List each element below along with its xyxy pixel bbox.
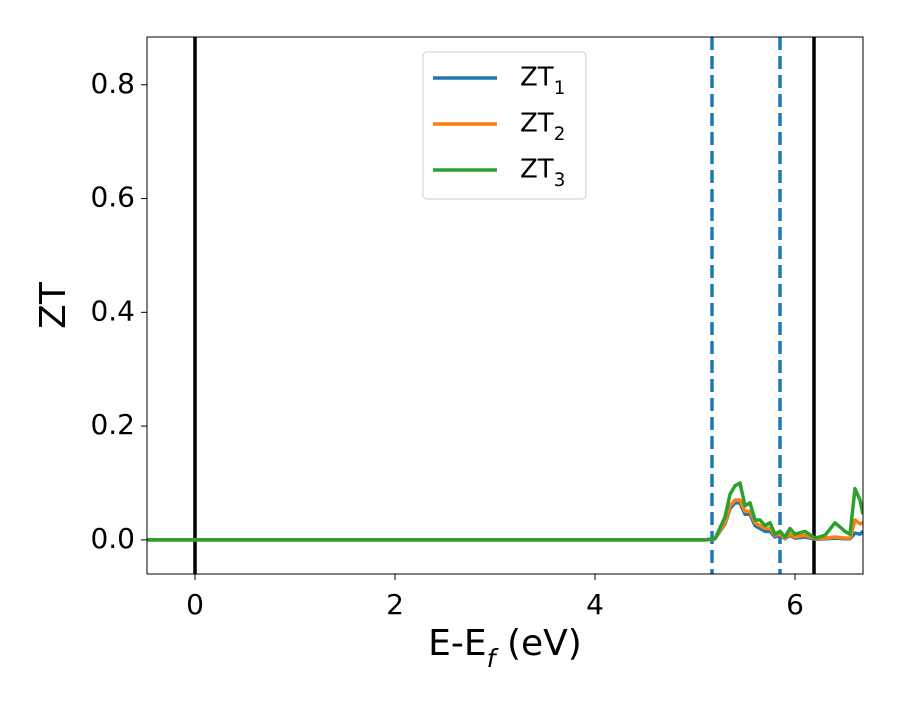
y-tick-label: 0.4 xyxy=(90,294,135,327)
plot-area xyxy=(147,37,863,574)
x-tick-label: 6 xyxy=(786,588,804,621)
x-axis-label: E-Ef (eV) xyxy=(428,623,582,673)
x-tick-label: 2 xyxy=(386,588,404,621)
series-line xyxy=(147,481,863,542)
x-tick-label: 0 xyxy=(186,588,204,621)
y-axis-label: ZT xyxy=(33,281,74,329)
x-tick-label: 4 xyxy=(586,588,604,621)
y-tick-label: 0.0 xyxy=(90,522,135,555)
plot-frame xyxy=(146,36,864,575)
y-tick-label: 0.2 xyxy=(90,408,135,441)
y-tick-label: 0.8 xyxy=(90,67,135,100)
y-tick-label: 0.6 xyxy=(90,181,135,214)
legend-box xyxy=(422,51,587,200)
